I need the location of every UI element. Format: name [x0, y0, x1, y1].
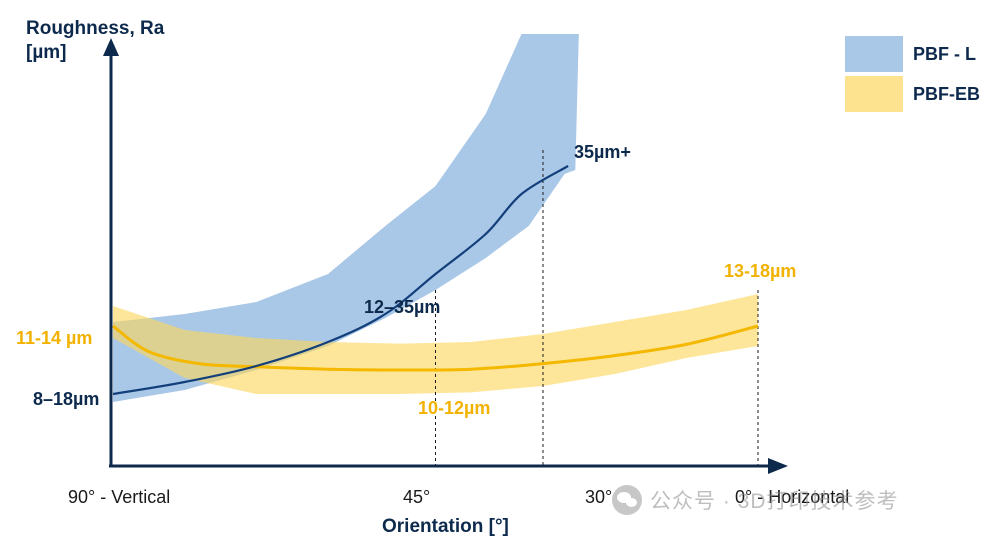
y-axis-label-line1: Roughness, Ra: [26, 18, 165, 39]
watermark: 公众号 · 3D打印技术参考: [612, 485, 899, 515]
x-tick-90: 90° - Vertical: [68, 487, 171, 507]
watermark-text: 公众号 · 3D打印技术参考: [650, 490, 899, 513]
annotation-pbfeb-horizontal: 13-18µm: [724, 261, 797, 281]
y-axis-label-line2: [µm]: [26, 42, 67, 63]
band-pbf-l: [113, 34, 579, 402]
annotation-pbfl-45: 12–35µm: [364, 297, 441, 317]
legend-item-pbf-eb: PBF-EB: [845, 76, 980, 112]
legend: PBF - L PBF-EB: [845, 36, 980, 116]
legend-swatch-pbf-eb: [845, 76, 903, 112]
x-axis-label: Orientation [°]: [382, 516, 509, 537]
wechat-icon: [612, 485, 642, 515]
annotation-pbfeb-vertical: 11-14 µm: [16, 328, 93, 348]
line-pbf-l: [112, 165, 569, 396]
legend-item-pbf-l: PBF - L: [845, 36, 980, 72]
y-axis-arrow: [103, 38, 119, 56]
y-axis-label: Roughness, Ra [µm]: [26, 17, 164, 65]
x-tick-0: 0° - Horizontal: [735, 487, 850, 507]
annotation-pbfl-vertical: 8–18µm: [33, 389, 100, 409]
legend-swatch-pbf-l: [845, 36, 903, 72]
line-pbf-eb: [112, 324, 759, 372]
x-tick-45: 45°: [403, 487, 431, 507]
x-tick-30: 30°: [585, 487, 613, 507]
legend-label-pbf-l: PBF - L: [913, 43, 976, 64]
x-axis-arrow: [768, 458, 788, 474]
annotation-pbfeb-45: 10-12µm: [418, 398, 491, 418]
annotation-pbfl-30: 35µm+: [574, 142, 631, 162]
legend-label-pbf-eb: PBF-EB: [913, 83, 980, 104]
